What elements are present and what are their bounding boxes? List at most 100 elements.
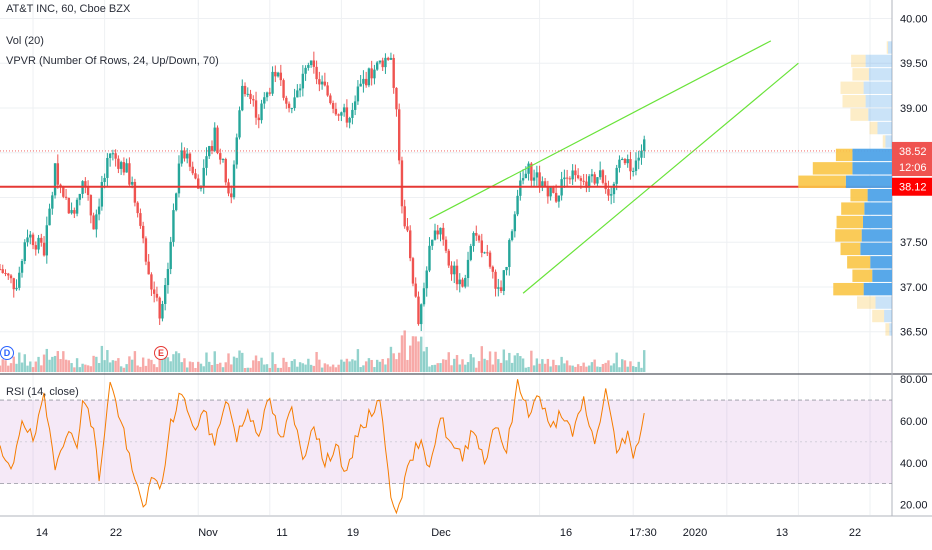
candle-body [194,173,197,179]
vpvr-up-segment [884,309,892,323]
volume-bar [359,367,362,372]
candle-body [45,225,49,256]
candle-body [312,60,316,67]
vpvr-up-segment [860,242,892,256]
candle-body [483,252,486,254]
volume-bar [130,359,134,372]
volume-bar [323,363,327,372]
candle-body [389,57,393,60]
candle-body [381,60,384,68]
volume-bar [549,366,552,372]
volume-bar [494,351,497,372]
volume-bar [538,363,541,372]
candle-body [219,153,222,160]
volume-bar [186,367,189,372]
vpvr-down-segment [842,95,866,108]
volume-bar [444,359,448,372]
candle-body [585,181,588,188]
volume-bar [268,367,272,372]
volume-legend[interactable]: Vol (20) [6,35,44,47]
volume-bar [133,351,137,372]
candle-body [409,230,412,259]
candle-body [359,83,362,87]
symbol-legend[interactable]: AT&T INC, 60, Cboe BZX [6,3,131,15]
volume-bar [417,341,420,372]
volume-bar [637,361,640,372]
candle-body [166,269,170,286]
volume-bar [386,358,390,372]
volume-bar [632,366,635,372]
time-tick-label: Nov [198,527,218,539]
volume-bar [488,351,492,372]
candle-body [34,245,37,250]
candle-body [205,156,208,168]
candle-body [524,173,528,179]
volume-bar [530,350,533,372]
candle-body [290,108,294,110]
volume-bar [318,359,321,372]
volume-bar [100,345,104,372]
candle-body [601,170,605,183]
candle-body [425,270,428,289]
candle-body [62,186,65,197]
earnings-event-marker[interactable]: E [154,346,168,360]
price-marker-box [892,177,932,196]
volume-bar [1,359,4,372]
volume-bar [472,357,475,372]
volume-bar [205,352,208,372]
volume-bar [510,362,514,372]
rsi-legend[interactable]: RSI (14, close) [6,386,79,398]
vpvr-down-segment [798,175,846,188]
price-tick-label: 36.50 [900,327,928,339]
candle-body [70,210,73,214]
candle-body [414,283,417,297]
candle-body [422,288,426,305]
volume-bar [75,358,79,372]
vpvr-up-segment [877,121,892,135]
volume-bar [230,364,233,372]
vpvr-up-segment [852,148,892,162]
volume-bar [169,361,172,372]
volume-bar [629,361,632,372]
candle-body [375,62,379,70]
price-tick-label: 37.50 [900,237,928,249]
volume-bar [287,367,291,372]
candle-body [103,177,106,182]
volume-bar [543,363,547,372]
vpvr-down-segment [836,215,863,229]
candle-body [1,269,4,273]
volume-bar [103,360,106,372]
volume-bar [163,357,167,372]
dividend-event-marker[interactable]: D [0,346,14,360]
candle-body [191,166,194,174]
candle-body [7,273,10,276]
vpvr-legend[interactable]: VPVR (Number Of Rows, 24, Up/Down, 70) [6,55,219,67]
candle-body [252,99,255,101]
candle-body [238,110,241,138]
candle-body [257,117,260,121]
time-tick-label: 16 [560,527,572,539]
volume-bar [565,360,569,372]
vpvr-up-segment [863,282,892,296]
rsi-line [0,379,645,515]
volume-bar [12,356,15,372]
candle-body [18,272,21,288]
candle-body [232,164,236,198]
candle-body [12,278,15,290]
candle-body [458,279,461,285]
volume-bar [609,365,613,372]
volume-bar [106,350,109,372]
rsi-tick-label: 60.00 [900,416,928,428]
volume-bar [166,357,170,372]
candle-body [122,162,126,173]
candle-body [97,206,101,215]
candle-body [282,80,285,98]
volume-bar [505,360,508,372]
candle-body [356,86,360,102]
volume-bar [279,367,283,372]
candle-body [475,232,478,236]
vpvr-down-segment [850,108,869,121]
candle-body [136,202,139,214]
candle-body [598,170,602,178]
